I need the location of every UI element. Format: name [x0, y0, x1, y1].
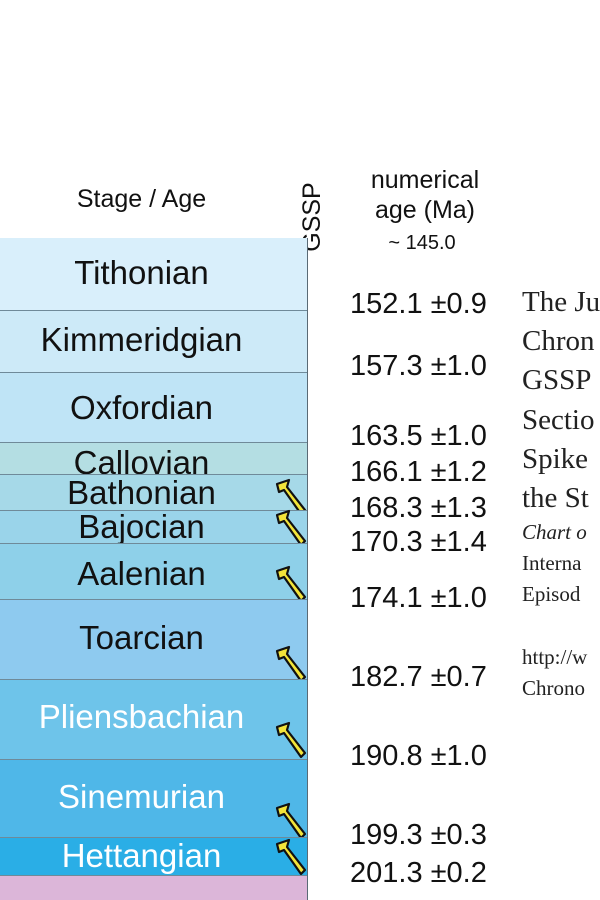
- side-text-line: The Ju: [522, 286, 600, 318]
- side-text-line: Episod: [522, 582, 581, 606]
- side-text-line: Spike: [522, 443, 589, 475]
- stage-band-callovian: [0, 442, 307, 474]
- base-age-label: 182.7 ±0.7: [350, 661, 487, 693]
- stage-label: Hettangian: [61, 837, 222, 874]
- numerical-age-header-line2: age (Ma): [374, 196, 476, 224]
- side-text-line: http://w: [522, 645, 588, 669]
- base-age-label: 163.5 ±1.0: [350, 420, 487, 452]
- side-text-line: Sectio: [522, 404, 595, 436]
- side-text-line: Chron: [522, 325, 595, 357]
- stage-label: Pliensbachian: [38, 698, 245, 735]
- numerical-age-header-line1: numerical: [370, 166, 480, 194]
- side-text-line: the St: [522, 482, 589, 514]
- base-age-label: 168.3 ±1.3: [350, 492, 487, 524]
- base-age-label: 166.1 ±1.2: [350, 456, 487, 488]
- base-age-label: 190.8 ±1.0: [350, 740, 487, 772]
- side-text-line: Chart o: [522, 520, 587, 544]
- gssp-header: GSSP: [294, 182, 330, 251]
- side-text-line: Interna: [522, 551, 582, 575]
- base-age-label: 201.3 ±0.2: [350, 857, 487, 889]
- stage-band-pliensbachian: [0, 679, 307, 759]
- stage-band-toarcian: [0, 599, 307, 679]
- stage-band-oxfordian: [0, 372, 307, 442]
- stage-band-bajocian: [0, 510, 307, 543]
- base-age-label: 170.3 ±1.4: [350, 526, 487, 558]
- stage-band-below: [0, 875, 307, 900]
- stage-band-sinemurian: [0, 759, 307, 837]
- base-age-label: 174.1 ±1.0: [350, 582, 487, 614]
- stage-label: Bajocian: [78, 508, 205, 545]
- base-age-label: 152.1 ±0.9: [350, 288, 487, 320]
- gssp-golden-spike-icon: [275, 721, 307, 759]
- stage-label: Sinemurian: [58, 778, 225, 815]
- side-text-line: GSSP: [522, 364, 592, 396]
- stage-band-aalenian: [0, 543, 307, 599]
- stage-band-hettangian: [0, 837, 307, 875]
- stage-band-tithonian: [0, 238, 307, 310]
- stage-band-kimmeridgian: [0, 310, 307, 372]
- stage-label: Toarcian: [79, 619, 204, 656]
- gssp-golden-spike-icon: [275, 838, 307, 876]
- stage-label: Bathonian: [67, 474, 216, 511]
- stage-age-header: Stage / Age: [76, 185, 207, 213]
- stage-band-bathonian: [0, 474, 307, 510]
- gssp-golden-spike-icon: [275, 802, 307, 840]
- base-age-label: 199.3 ±0.3: [350, 819, 487, 851]
- stage-column: Tithonian Kimmeridgian Oxfordian Callovian B…: [0, 238, 308, 900]
- stage-label: Kimmeridgian: [40, 321, 243, 358]
- stage-label: Tithonian: [74, 254, 209, 291]
- side-text-line: Chrono: [522, 676, 585, 700]
- base-age-label: 157.3 ±1.0: [350, 350, 487, 382]
- top-boundary-age: ~ 145.0: [388, 232, 456, 254]
- numerical-age-header: numerical age (Ma): [330, 165, 520, 225]
- stage-label: Aalenian: [77, 555, 206, 592]
- stage-label: Oxfordian: [69, 389, 214, 426]
